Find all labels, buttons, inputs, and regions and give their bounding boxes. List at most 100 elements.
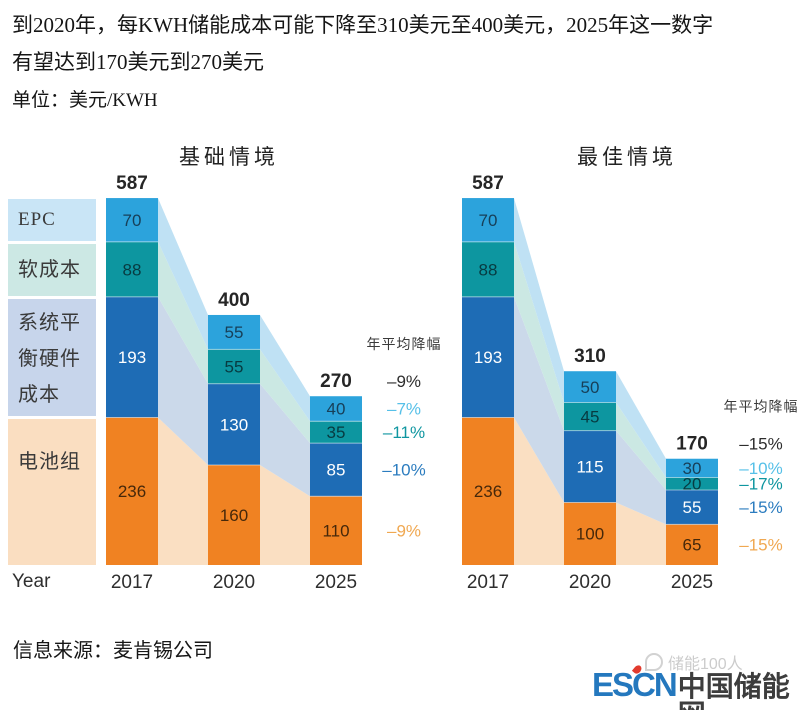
- bar-segment-soft: [208, 349, 260, 384]
- segment-value-soft: 35: [327, 423, 346, 442]
- segment-value-hardware: 130: [220, 415, 248, 434]
- legend-item-battery: 电池组: [8, 419, 96, 565]
- bar-segment-epc: [310, 396, 362, 422]
- segment-value-soft: 88: [479, 260, 498, 279]
- decline-epc: –7%: [387, 400, 421, 419]
- source-note: 信息来源：麦肯锡公司: [13, 640, 213, 662]
- total-label: 170: [676, 434, 708, 455]
- bar-segment-battery: [564, 502, 616, 565]
- ribbon-soft: [616, 402, 666, 490]
- decline-header: 年平均降幅: [367, 337, 442, 353]
- ribbon-epc: [158, 198, 208, 350]
- legend-item-soft: 软成本: [8, 244, 96, 296]
- headline-line2: 有望达到170美元到270美元: [12, 50, 264, 74]
- segment-value-epc: 55: [225, 323, 244, 342]
- segment-value-battery: 100: [576, 525, 604, 544]
- ribbon-soft: [514, 241, 564, 431]
- total-label: 310: [574, 346, 606, 367]
- segment-value-soft: 55: [225, 358, 244, 377]
- ribbon-epc: [260, 314, 310, 422]
- segment-value-hardware: 85: [327, 461, 346, 480]
- bar-segment-hardware: [462, 296, 514, 418]
- segment-value-battery: 160: [220, 506, 248, 525]
- decline-hardware: –10%: [382, 461, 425, 480]
- ribbon-battery: [158, 417, 208, 565]
- total-label: 270: [320, 371, 352, 392]
- decline-epc: –10%: [739, 459, 782, 478]
- watermark: 储能100人: [645, 650, 743, 674]
- bar-segment-hardware: [208, 383, 260, 465]
- ribbon-epc: [616, 371, 666, 478]
- unit-label: 单位：美元/KWH: [12, 90, 158, 111]
- bar-segment-hardware: [666, 489, 718, 525]
- legend-item-epc: EPC: [8, 199, 96, 241]
- bar-segment-hardware: [310, 443, 362, 497]
- segment-value-soft: 20: [683, 475, 702, 494]
- total-label: 400: [218, 290, 250, 311]
- decline-hardware: –15%: [739, 498, 782, 517]
- bar-segment-soft: [564, 402, 616, 431]
- segment-value-battery: 236: [118, 482, 146, 501]
- bar-segment-soft: [462, 241, 514, 297]
- ribbon-epc: [514, 198, 564, 403]
- headline-line1: 到2020年，每KWH储能成本可能下降至310美元至400美元，2025年这一数…: [12, 13, 714, 37]
- segment-value-epc: 70: [123, 211, 142, 230]
- bar-segment-soft: [666, 477, 718, 490]
- segment-value-battery: 65: [683, 536, 702, 555]
- bar-segment-hardware: [564, 430, 616, 503]
- total-label: 587: [116, 173, 148, 194]
- ribbon-soft: [260, 349, 310, 444]
- total-label: 587: [472, 173, 504, 194]
- year-tick: 2025: [315, 572, 357, 593]
- year-tick: 2020: [569, 572, 611, 593]
- segment-value-hardware: 55: [683, 498, 702, 517]
- year-axis-label: Year: [12, 571, 51, 592]
- ribbon-soft: [158, 241, 208, 384]
- total-decline: –15%: [739, 435, 782, 454]
- escn-logo: ESCN 中国储能网: [592, 663, 800, 710]
- bar-segment-epc: [208, 314, 260, 350]
- segment-value-soft: 45: [581, 408, 600, 427]
- year-tick: 2025: [671, 572, 713, 593]
- logo-cn-text: 中国储能网: [677, 671, 790, 710]
- segment-value-hardware: 193: [118, 348, 146, 367]
- decline-soft: –11%: [383, 423, 425, 442]
- segment-value-epc: 40: [327, 400, 346, 419]
- total-decline: –9%: [387, 372, 421, 391]
- bar-segment-battery: [462, 417, 514, 565]
- ribbon-battery: [514, 417, 564, 565]
- watermark-text: 储能100人: [668, 656, 743, 673]
- segment-value-epc: 50: [581, 378, 600, 397]
- bar-segment-epc: [666, 458, 718, 478]
- segment-value-hardware: 115: [576, 458, 603, 477]
- segment-value-battery: 236: [474, 482, 502, 501]
- decline-header: 年平均降幅: [724, 400, 799, 416]
- bar-segment-battery: [208, 464, 260, 565]
- segment-value-epc: 30: [683, 459, 702, 478]
- chart-title-base-scenario: 基础情境: [179, 145, 279, 169]
- ribbon-hardware: [616, 430, 666, 525]
- ribbon-hardware: [260, 383, 310, 497]
- bar-segment-soft: [106, 241, 158, 297]
- bar-segment-battery: [310, 496, 362, 565]
- headline: 到2020年，每KWH储能成本可能下降至310美元至400美元，2025年这一数…: [12, 7, 713, 81]
- bar-segment-epc: [564, 371, 616, 403]
- ribbon-battery: [260, 464, 310, 565]
- bar-segment-soft: [310, 421, 362, 444]
- watermark-icon: [645, 653, 663, 671]
- ribbon-battery: [616, 502, 666, 565]
- year-tick: 2020: [213, 572, 255, 593]
- segment-value-soft: 88: [123, 260, 142, 279]
- chart-title-best-scenario: 最佳情境: [577, 145, 677, 169]
- year-tick: 2017: [111, 572, 153, 593]
- decline-battery: –9%: [387, 522, 421, 541]
- legend-item-hardware: 系统平 衡硬件 成本: [8, 299, 96, 416]
- decline-battery: –15%: [739, 536, 782, 555]
- bar-segment-hardware: [106, 296, 158, 418]
- segment-value-epc: 70: [479, 211, 498, 230]
- bar-segment-battery: [106, 417, 158, 565]
- bar-segment-battery: [666, 524, 718, 565]
- year-tick: 2017: [467, 572, 509, 593]
- ribbon-hardware: [158, 296, 208, 465]
